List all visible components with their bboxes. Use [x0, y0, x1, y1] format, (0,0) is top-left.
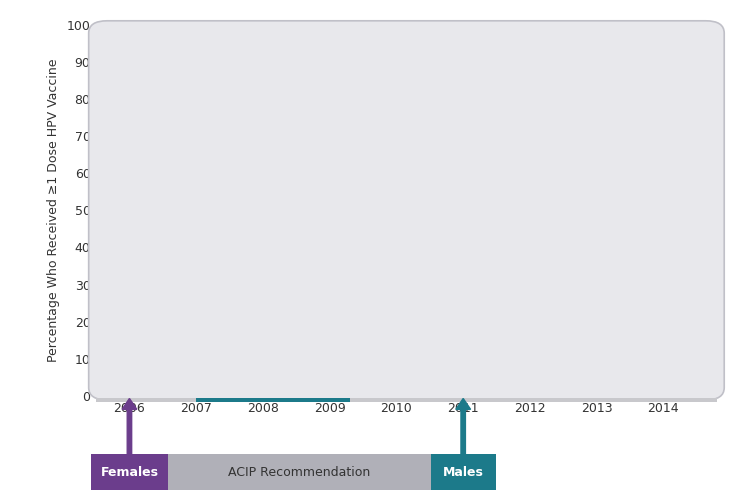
Text: Males–U.S.: Males–U.S. — [534, 281, 614, 294]
Text: ACIP Recommendation: ACIP Recommendation — [228, 466, 370, 479]
Text: Females: Females — [101, 466, 158, 479]
Text: Females–U.S.: Females–U.S. — [253, 225, 353, 238]
Text: Males: Males — [443, 466, 483, 479]
Text: Females–Denver Health: Females–Denver Health — [262, 43, 438, 56]
Text: Males–Denver Health: Males–Denver Health — [534, 121, 692, 134]
Y-axis label: Percentage Who Received ≥1 Dose HPV Vaccine: Percentage Who Received ≥1 Dose HPV Vacc… — [47, 58, 60, 362]
